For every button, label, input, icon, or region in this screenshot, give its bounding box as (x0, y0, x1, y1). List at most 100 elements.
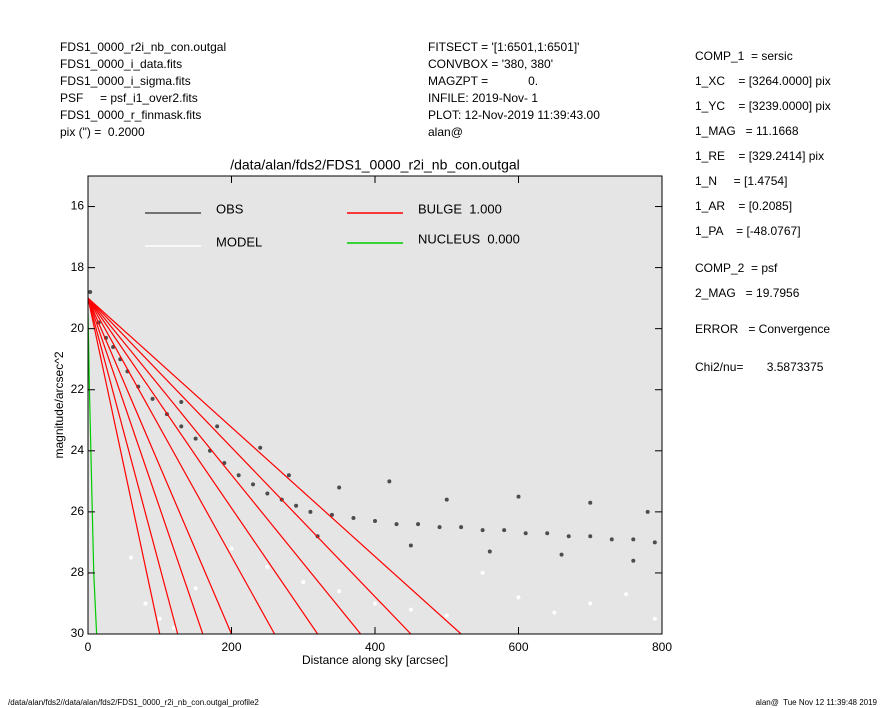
header-right-line: 1_XC = [3264.0000] pix (695, 74, 831, 88)
header-middle-line: INFILE: 2019-Nov- 1 (428, 91, 538, 105)
data-point (236, 473, 241, 478)
header-right-line: COMP_2 = psf (695, 261, 778, 275)
data-point (609, 537, 614, 542)
x-tick-label: 200 (221, 640, 241, 654)
data-point (480, 570, 485, 575)
header-right-line: 1_AR = [0.2085] (695, 199, 792, 213)
header-right-line: 1_YC = [3239.0000] pix (695, 99, 831, 113)
data-point (172, 625, 177, 630)
y-tick-label: 30 (71, 626, 85, 640)
data-point (351, 515, 356, 520)
legend-label: BULGE 1.000 (418, 201, 502, 216)
data-point (459, 525, 464, 530)
data-point (394, 522, 399, 527)
legend-label: NUCLEUS 0.000 (418, 231, 520, 246)
plot-background (88, 176, 662, 634)
legend-label: MODEL (216, 234, 262, 249)
data-point (408, 543, 413, 548)
header-right-line: COMP_1 = sersic (695, 49, 793, 63)
data-point (444, 613, 449, 618)
data-point (559, 552, 564, 557)
header-left-line: pix (") = 0.2000 (60, 125, 145, 139)
header-middle-line: PLOT: 12-Nov-2019 11:39:43.00 (428, 108, 600, 122)
model-curve (88, 297, 412, 634)
x-tick-label: 400 (365, 640, 385, 654)
y-tick-label: 20 (71, 321, 85, 335)
header-right-line: ERROR = Convergence (695, 322, 830, 336)
data-point (545, 531, 550, 536)
y-tick-label: 26 (71, 504, 85, 518)
data-point (265, 491, 270, 496)
data-point (215, 424, 220, 429)
data-point (588, 601, 593, 606)
y-tick-label: 18 (71, 260, 85, 274)
y-axis-label: magnitude/arcsec^2 (52, 351, 66, 458)
data-point (229, 546, 234, 551)
model-curve (88, 297, 362, 634)
header-left-line: FDS1_0000_r_finmask.fits (60, 108, 201, 122)
data-point (251, 482, 256, 487)
data-point (631, 558, 636, 563)
data-point (631, 537, 636, 542)
x-tick-label: 800 (652, 640, 672, 654)
data-point (444, 497, 449, 502)
header-right-line: 1_PA = [-48.0767] (695, 224, 801, 238)
data-point (179, 399, 184, 404)
model-curve (88, 297, 179, 634)
y-tick-label: 22 (71, 382, 85, 396)
data-point (286, 473, 291, 478)
model-curve (88, 297, 319, 634)
header-left-line: PSF = psf_i1_over2.fits (60, 91, 198, 105)
model-curve (88, 297, 204, 634)
data-point (480, 528, 485, 533)
header-left-line: FDS1_0000_r2i_nb_con.outgal (60, 40, 226, 54)
x-tick-label: 600 (508, 640, 528, 654)
data-point (645, 509, 650, 514)
header-left-line: FDS1_0000_i_sigma.fits (60, 74, 191, 88)
data-point (329, 512, 334, 517)
header-right-line: 1_RE = [329.2414] pix (695, 149, 824, 163)
data-point (337, 485, 342, 490)
data-point (88, 290, 93, 295)
data-point (258, 445, 263, 450)
data-point (157, 616, 162, 621)
header-middle-line: MAGZPT = 0. (428, 74, 538, 88)
y-tick-label: 16 (71, 199, 85, 213)
header-middle-line: CONVBOX = '380, 380' (428, 57, 553, 71)
footer-left: /data/alan/fds2//data/alan/fds2/FDS1_000… (8, 698, 259, 707)
x-tick-label: 0 (85, 640, 92, 654)
chart-title: /data/alan/fds2/FDS1_0000_r2i_nb_con.out… (230, 157, 520, 173)
data-point (566, 534, 571, 539)
data-point (523, 531, 528, 536)
data-point (502, 528, 507, 533)
header-left-line: FDS1_0000_i_data.fits (60, 57, 182, 71)
data-point (387, 479, 392, 484)
data-point (265, 564, 270, 569)
y-tick-label: 24 (71, 443, 85, 457)
plot-marks (88, 290, 657, 634)
data-point (373, 601, 377, 606)
header-right-line: 2_MAG = 19.7956 (695, 286, 800, 300)
data-point (129, 555, 134, 560)
model-curve (88, 297, 462, 634)
data-point (516, 494, 521, 499)
data-point (516, 595, 521, 600)
header-middle-line: alan@ (428, 125, 463, 139)
y-tick-label: 28 (71, 565, 85, 579)
model-curve (88, 297, 276, 634)
data-point (179, 424, 184, 429)
data-point (143, 601, 148, 606)
header-middle-line: FITSECT = '[1:6501,1:6501]' (428, 40, 579, 54)
model-curve (88, 298, 161, 634)
data-point (193, 436, 198, 441)
header-right-line: 1_N = [1.4754] (695, 174, 787, 188)
data-point (588, 534, 593, 539)
data-point (308, 509, 313, 514)
data-point (193, 586, 198, 591)
data-point (337, 589, 342, 594)
data-point (652, 540, 657, 545)
x-axis-label: Distance along sky [arcsec] (302, 653, 448, 667)
data-point (373, 519, 377, 524)
data-point (437, 525, 442, 530)
